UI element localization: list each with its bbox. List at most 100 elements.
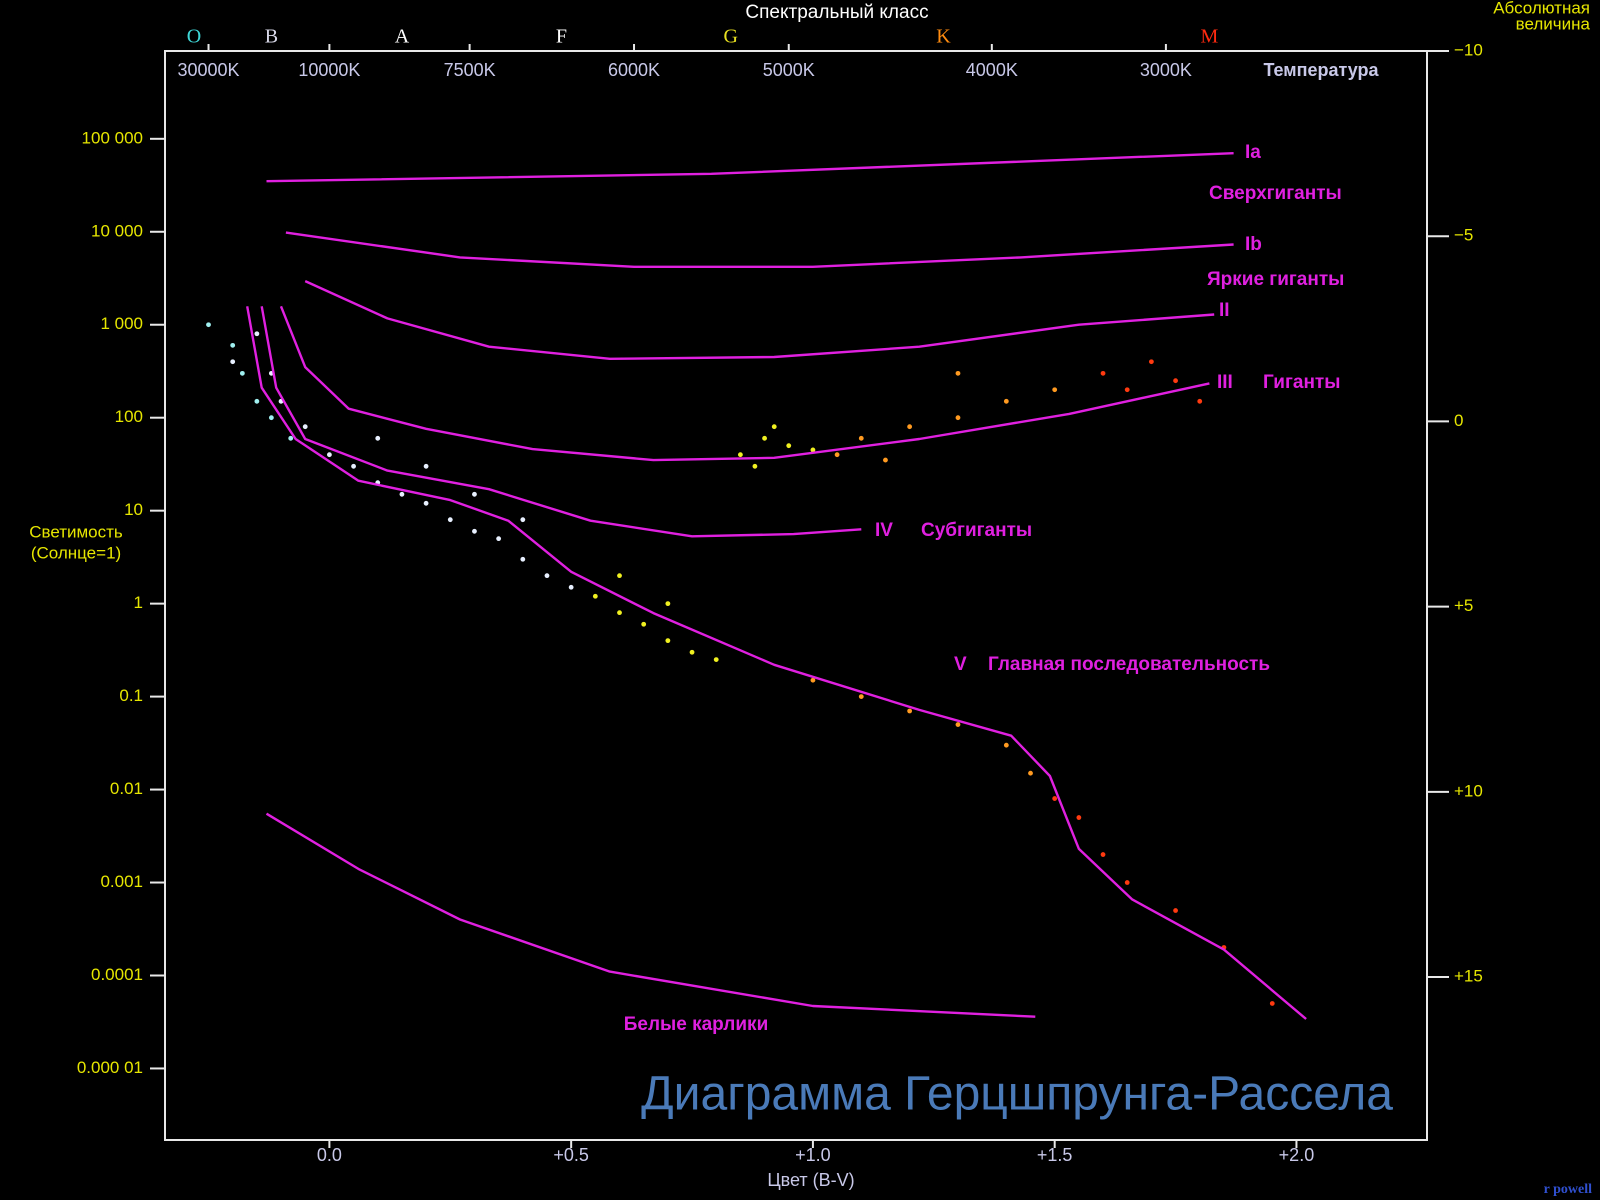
annotation: Яркие гиганты [1207,269,1344,290]
star [568,584,574,590]
star [771,424,777,430]
star [1052,796,1058,801]
star [883,457,888,463]
x-label: Цвет (B-V) [767,1170,854,1190]
star [858,694,864,699]
y2-tick-label: −10 [1454,40,1483,59]
y-tick-label: 0.01 [110,779,143,798]
spectral-class: F [556,26,567,48]
star [399,491,405,497]
y-tick-label: 1 000 [100,314,143,333]
annotation: V [954,654,967,675]
star [496,536,502,542]
star [1173,908,1178,913]
spectral-class: A [395,26,410,48]
star [423,500,429,506]
y-tick-label: 0.000 01 [77,1058,143,1077]
luminosity-class-line [285,231,1234,268]
y2-tick-label: +5 [1454,596,1473,615]
y2-tick-label: +10 [1454,781,1483,800]
star [617,573,622,579]
star [351,463,356,469]
annotation: II [1219,300,1230,321]
star [1003,742,1009,748]
star [206,322,211,328]
annotation: Ia [1245,142,1261,163]
star [1269,1001,1275,1006]
star [230,342,236,348]
x-tick-label: +1.5 [1037,1145,1073,1165]
star [520,517,526,523]
y-tick-label: 10 [124,500,143,519]
spectral-class: K [936,26,951,48]
star [907,708,913,714]
luminosity-class-line [246,306,1307,1020]
star [1028,770,1033,776]
luminosity-class-line [266,152,1234,183]
luminosity-class-line [260,306,862,538]
annotation: Гиганты [1263,372,1340,393]
annotation: IV [875,520,893,541]
y-tick-label: 0.1 [119,686,143,705]
star [1100,852,1106,857]
star [907,424,913,430]
x2-tick-label: 5000K [763,60,815,80]
star [472,491,477,497]
star [592,593,598,599]
x-tick-label: +1.0 [795,1145,831,1165]
plot-frame [164,50,1428,1141]
star [713,657,719,663]
y-tick-label: 0.0001 [91,965,143,984]
star [1100,370,1106,376]
star [447,517,453,523]
star [641,621,647,627]
star [423,463,429,469]
star [752,463,758,469]
star [955,370,961,376]
star [786,443,792,449]
star [1076,815,1082,820]
star [737,452,743,458]
y-tick-label: 100 [115,407,143,426]
spectral-class: B [265,26,278,48]
top-title: Спектральный класс [745,2,928,23]
luminosity-class-line [304,280,1215,360]
star [230,359,236,365]
x2-tick-label: 3000K [1140,60,1192,80]
star [254,331,260,337]
y2-label: Абсолютная [1493,0,1590,17]
star [375,435,381,441]
x-tick-label: +0.5 [553,1145,589,1165]
credit: r powell [1544,1182,1592,1197]
star [254,398,260,404]
annotation: III [1217,372,1233,393]
x2-tick-label: 10000K [298,60,360,80]
star [302,424,308,430]
star [955,415,961,421]
y2-tick-label: −5 [1454,226,1473,245]
y-tick-label: 100 000 [82,128,143,147]
annotation: Главная последовательность [988,654,1270,675]
star [326,452,332,458]
star [268,415,274,421]
y2-tick-label: +15 [1454,967,1483,986]
star [1052,387,1058,393]
star [810,677,816,683]
spectral-class: G [723,26,737,48]
x-tick-label: 0.0 [317,1145,342,1165]
star [239,370,245,376]
star [1124,880,1130,885]
luminosity-class-line [265,812,1036,1018]
x2-tick-label: 4000K [966,60,1018,80]
spectral-class: M [1201,26,1219,48]
x2-label: Температура [1263,60,1379,80]
star [689,649,695,655]
annotation: Субгиганты [921,520,1032,541]
x2-tick-label: 30000K [177,60,239,80]
spectral-class: O [187,26,201,48]
star [665,638,671,644]
luminosity-class-line [279,305,1210,462]
star [665,601,671,607]
